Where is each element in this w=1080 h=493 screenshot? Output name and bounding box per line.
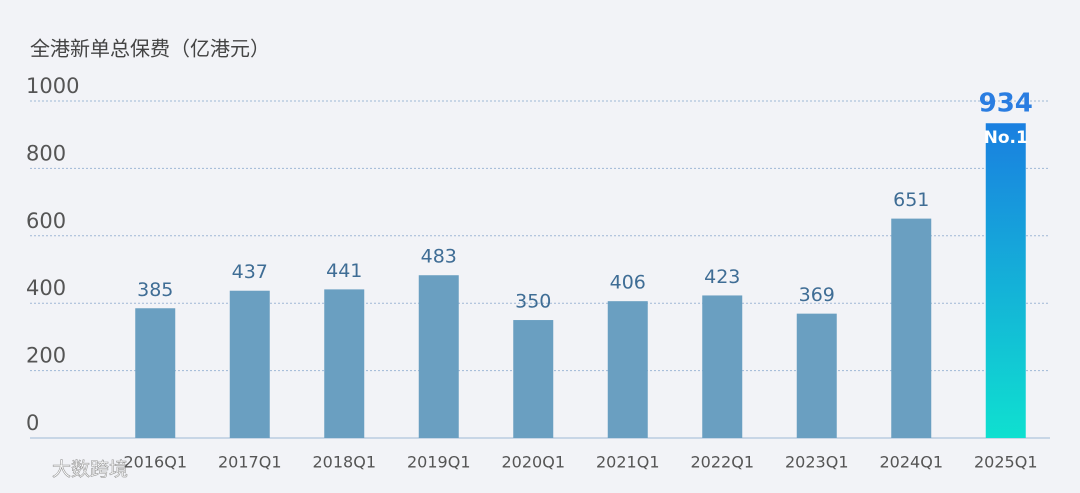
bar <box>135 308 176 438</box>
x-tick-label: 2017Q1 <box>218 453 282 472</box>
bar <box>418 275 459 438</box>
x-tick-label: 2022Q1 <box>691 453 755 472</box>
y-tick-label: 0 <box>26 411 39 435</box>
value-label: 385 <box>137 279 173 301</box>
y-tick-label: 400 <box>26 276 66 300</box>
bar <box>607 301 648 438</box>
x-tick-label: 2023Q1 <box>785 453 849 472</box>
value-label: 651 <box>893 189 929 211</box>
bar <box>985 123 1026 438</box>
y-tick-label: 200 <box>26 344 66 368</box>
y-tick-label: 800 <box>26 141 66 165</box>
value-label: 350 <box>515 291 551 313</box>
value-label: 369 <box>799 284 835 306</box>
x-tick-label: 2018Q1 <box>313 453 377 472</box>
value-label: 441 <box>326 260 362 282</box>
bar <box>891 218 932 438</box>
value-label: 934 <box>979 89 1033 119</box>
y-tick-label: 600 <box>26 209 66 233</box>
value-label: 406 <box>610 272 646 294</box>
x-tick-label: 2024Q1 <box>880 453 944 472</box>
bar <box>702 295 743 438</box>
value-label: 483 <box>421 246 457 268</box>
x-tick-label: 2020Q1 <box>502 453 566 472</box>
chart-title: 全港新单总保费（亿港元） <box>30 37 270 61</box>
x-tick-label: 2019Q1 <box>407 453 471 472</box>
annotation: No.1 <box>984 128 1028 148</box>
x-tick-label: 2025Q1 <box>974 453 1038 472</box>
value-label: 437 <box>232 261 268 283</box>
bar <box>324 289 365 438</box>
x-tick-label: 2016Q1 <box>124 453 188 472</box>
value-label: 423 <box>704 266 740 288</box>
x-tick-label: 2021Q1 <box>596 453 660 472</box>
bar <box>796 313 837 438</box>
watermark: 大数跨境 <box>52 459 128 481</box>
y-tick-label: 1000 <box>26 74 79 98</box>
bar <box>229 290 270 438</box>
bar <box>513 320 554 438</box>
